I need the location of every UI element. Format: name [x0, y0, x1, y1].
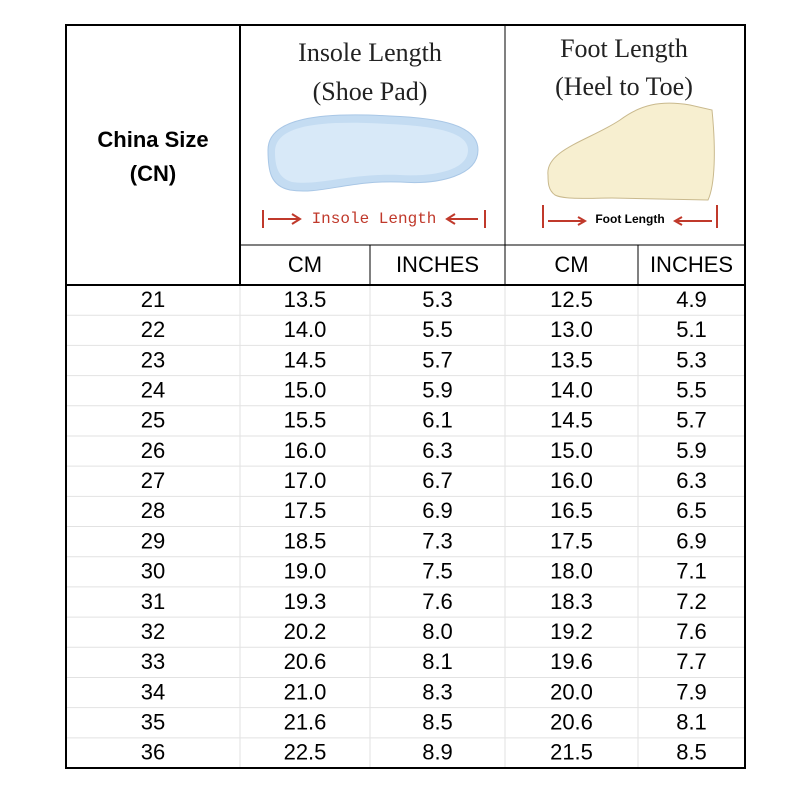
measurement: 20.6 — [550, 710, 593, 735]
measurement: 6.9 — [422, 498, 453, 523]
measurement: 7.3 — [422, 528, 453, 553]
measurement: 7.6 — [676, 619, 707, 644]
measurement: 5.3 — [422, 287, 453, 312]
measurement: 14.0 — [550, 377, 593, 402]
measurement: 6.7 — [422, 468, 453, 493]
foot-title: Foot Length — [560, 34, 688, 63]
insole-illustration — [262, 114, 486, 228]
measurement: 22.5 — [284, 740, 327, 765]
china-size: 28 — [141, 498, 165, 523]
measurement: 19.2 — [550, 619, 593, 644]
measurement: 7.2 — [676, 589, 707, 614]
measurement: 18.5 — [284, 528, 327, 553]
measurement: 8.3 — [422, 679, 453, 704]
measurement: 14.0 — [284, 317, 327, 342]
measurement: 6.1 — [422, 408, 453, 433]
size-header: (CN) — [130, 161, 176, 186]
insole-title: (Shoe Pad) — [313, 77, 428, 106]
unit-header: INCHES — [650, 252, 733, 277]
measurement: 5.5 — [676, 377, 707, 402]
measurement: 20.2 — [284, 619, 327, 644]
table-border — [65, 24, 746, 769]
measurement: 5.5 — [422, 317, 453, 342]
china-size: 27 — [141, 468, 165, 493]
measurement: 13.5 — [550, 347, 593, 372]
measurement: 18.3 — [550, 589, 593, 614]
measurement: 8.0 — [422, 619, 453, 644]
size-header: China Size — [97, 127, 208, 152]
china-size: 33 — [141, 649, 165, 674]
measurement: 7.1 — [676, 559, 707, 584]
measurement: 6.3 — [422, 438, 453, 463]
china-size: 21 — [141, 287, 165, 312]
foot-title: (Heel to Toe) — [555, 72, 693, 101]
measurement: 15.5 — [284, 408, 327, 433]
insole-caption: Insole Length — [312, 210, 437, 228]
measurement: 6.3 — [676, 468, 707, 493]
measurement: 17.0 — [284, 468, 327, 493]
measurement: 7.5 — [422, 559, 453, 584]
measurement: 5.9 — [422, 377, 453, 402]
china-size: 24 — [141, 377, 165, 402]
measurement: 17.5 — [550, 528, 593, 553]
measurement: 21.6 — [284, 710, 327, 735]
measurement: 13.5 — [284, 287, 327, 312]
china-size: 32 — [141, 619, 165, 644]
measurement: 7.9 — [676, 679, 707, 704]
grid — [65, 24, 746, 769]
measurement: 7.7 — [676, 649, 707, 674]
unit-header: CM — [288, 252, 322, 277]
measurement: 18.0 — [550, 559, 593, 584]
measurement: 8.1 — [422, 649, 453, 674]
china-size: 25 — [141, 408, 165, 433]
measurement: 5.3 — [676, 347, 707, 372]
measurement: 4.9 — [676, 287, 707, 312]
measurement: 12.5 — [550, 287, 593, 312]
measurement: 13.0 — [550, 317, 593, 342]
measurement: 8.9 — [422, 740, 453, 765]
measurement: 5.1 — [676, 317, 707, 342]
measurement: 16.0 — [550, 468, 593, 493]
measurement: 15.0 — [550, 438, 593, 463]
measurement: 16.0 — [284, 438, 327, 463]
measurement: 8.5 — [676, 740, 707, 765]
measurement: 17.5 — [284, 498, 327, 523]
china-size: 30 — [141, 559, 165, 584]
measurement: 19.0 — [284, 559, 327, 584]
measurement: 14.5 — [550, 408, 593, 433]
measurement: 20.0 — [550, 679, 593, 704]
measurement: 19.3 — [284, 589, 327, 614]
measurement: 19.6 — [550, 649, 593, 674]
unit-header: INCHES — [396, 252, 479, 277]
measurement: 5.7 — [676, 408, 707, 433]
measurement: 20.6 — [284, 649, 327, 674]
measurement: 8.1 — [676, 710, 707, 735]
measurement: 6.9 — [676, 528, 707, 553]
measurement: 16.5 — [550, 498, 593, 523]
insole-title: Insole Length — [298, 38, 442, 67]
foot-caption: Foot Length — [595, 212, 664, 226]
china-size: 34 — [141, 679, 165, 704]
foot-illustration — [542, 102, 718, 228]
unit-header: CM — [554, 252, 588, 277]
measurement: 7.6 — [422, 589, 453, 614]
measurement: 14.5 — [284, 347, 327, 372]
china-size: 36 — [141, 740, 165, 765]
china-size: 29 — [141, 528, 165, 553]
china-size: 26 — [141, 438, 165, 463]
china-size: 31 — [141, 589, 165, 614]
measurement: 21.0 — [284, 679, 327, 704]
measurement: 5.9 — [676, 438, 707, 463]
measurement: 8.5 — [422, 710, 453, 735]
measurement: 6.5 — [676, 498, 707, 523]
measurement: 21.5 — [550, 740, 593, 765]
china-size: 35 — [141, 710, 165, 735]
china-size: 23 — [141, 347, 165, 372]
measurement: 15.0 — [284, 377, 327, 402]
china-size: 22 — [141, 317, 165, 342]
measurement: 5.7 — [422, 347, 453, 372]
